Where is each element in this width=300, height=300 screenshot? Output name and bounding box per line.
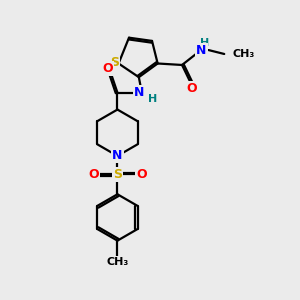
- Text: H: H: [148, 94, 158, 104]
- Text: N: N: [112, 149, 123, 162]
- Text: O: O: [136, 168, 146, 181]
- Text: O: O: [186, 82, 197, 95]
- Text: CH₃: CH₃: [106, 257, 129, 267]
- Text: CH₃: CH₃: [232, 49, 255, 59]
- Text: O: O: [102, 62, 112, 75]
- Text: N: N: [196, 44, 206, 57]
- Text: S: S: [113, 168, 122, 181]
- Text: H: H: [200, 38, 209, 48]
- Text: O: O: [88, 168, 99, 181]
- Text: N: N: [134, 86, 145, 99]
- Text: S: S: [110, 56, 119, 68]
